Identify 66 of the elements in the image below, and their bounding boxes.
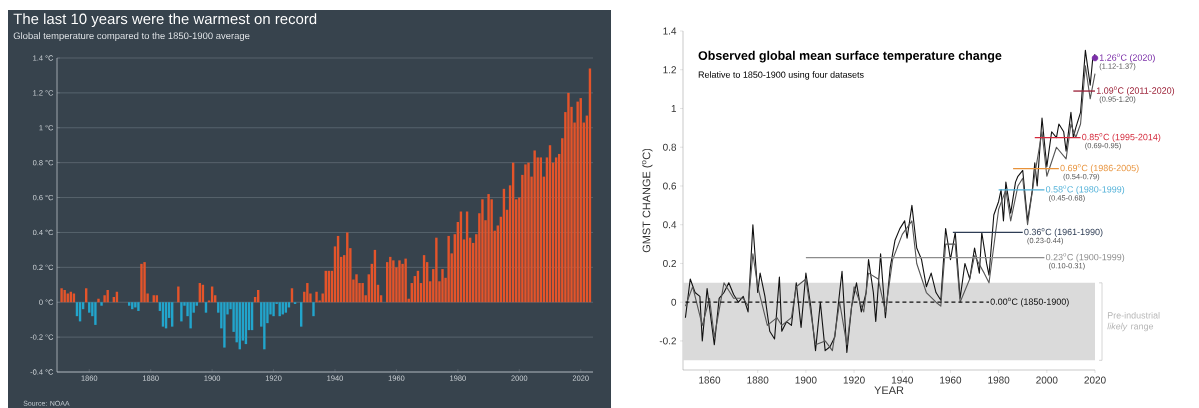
bar (60, 288, 63, 303)
y-axis-title: GMST CHANGE ($^{o}$C) (642, 148, 653, 253)
x-tick-label: 1920 (843, 376, 865, 384)
x-axis-title: YEAR (874, 386, 904, 394)
band-label: Pre-industrial likely range (1107, 311, 1160, 332)
y-tick-label: 0 (671, 298, 677, 306)
bar (140, 263, 143, 303)
bar (447, 235, 450, 303)
bar (189, 302, 192, 329)
bar (401, 263, 404, 303)
bar (361, 283, 364, 303)
bar (312, 302, 315, 317)
series-label: 1.09$^{o}$C (2011-2020) (1096, 86, 1175, 96)
series-label: 1.26$^{o}$C (2020) (1099, 53, 1155, 63)
bar (223, 302, 226, 348)
bar (533, 150, 536, 303)
bar (527, 162, 530, 303)
bar (524, 164, 527, 303)
bar (315, 291, 318, 303)
x-tick-label: 1960 (940, 376, 962, 384)
y-tick-label: 1 (671, 105, 677, 112)
x-tick-label: 2020 (1084, 376, 1106, 384)
chart-title: The last 10 years were the warmest on record (13, 13, 317, 28)
series-label: 0.69$^{o}$C (1986-2005) (1060, 164, 1139, 173)
y-tick-label: 0.4 (663, 221, 677, 229)
bar (272, 302, 275, 317)
bar (398, 260, 401, 303)
bar (127, 302, 131, 306)
y-tick-label: 0.2 (663, 259, 676, 267)
x-tick-label: 1980 (988, 376, 1010, 384)
bar (94, 302, 97, 325)
bar (567, 92, 570, 303)
bar (392, 260, 395, 303)
bar (355, 274, 358, 303)
x-tick-label: 1940 (891, 376, 913, 384)
x-tick-label: 1860 (699, 376, 721, 384)
series-label: 0.85$^{o}$C (1995-2014) (1082, 133, 1161, 142)
x-tick-label: 1900 (795, 376, 817, 384)
bar (404, 258, 407, 303)
y-tick-label: 1.4 (663, 27, 677, 35)
text: Observed global mean surface temperature change (698, 50, 1002, 63)
chart-subtitle: Global temperature compared to the 1850-1900 average (13, 32, 250, 41)
y-tick-label: -0.2 (659, 337, 676, 345)
bar (481, 199, 484, 303)
x-tick-label: 2000 (1036, 376, 1058, 384)
bar (106, 290, 109, 303)
bar (177, 286, 180, 303)
series-label: 0.23$^{o}$C (1900-1999) (1045, 253, 1125, 263)
series-label: 0.00$^{o}$C (1850-1900) (990, 297, 1069, 307)
bar (180, 302, 183, 322)
bar (441, 269, 444, 303)
series-label: 0.58$^{o}$C (1980-1999) (1045, 185, 1125, 195)
bar (100, 302, 103, 306)
bar (143, 262, 146, 303)
bar (435, 237, 438, 303)
y-tick-label: 0.6 (663, 182, 677, 190)
bar (97, 298, 100, 303)
bar (306, 283, 309, 303)
y-tick-label: 0.8 (663, 143, 677, 151)
bar (263, 302, 266, 350)
x-tick-label: 1880 (747, 376, 769, 384)
bar (487, 194, 490, 303)
series-label: 0.36$^{o}$C (1961-1990) (1024, 228, 1103, 237)
text: Relative to 1850-1900 using four datasets (698, 71, 864, 80)
bar (137, 302, 140, 311)
y-tick-label: 1.2 (663, 66, 676, 74)
